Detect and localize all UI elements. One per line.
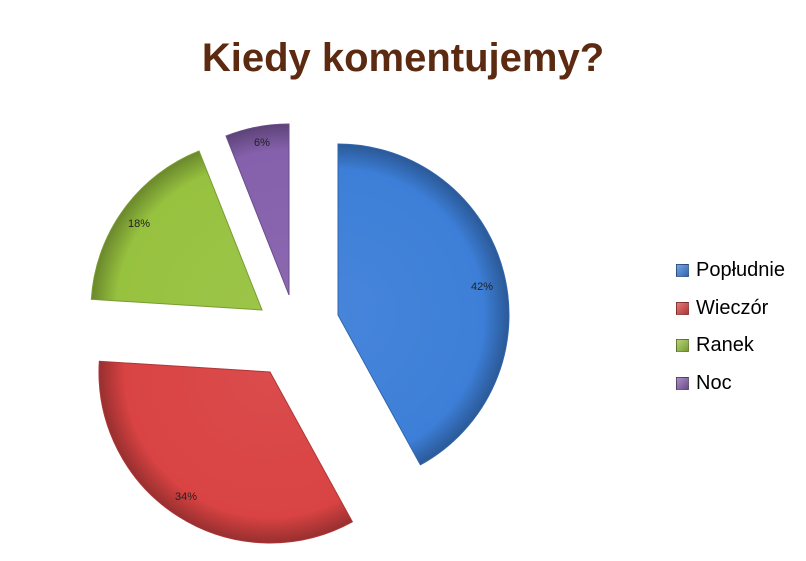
legend-item: Popłudnie bbox=[676, 252, 785, 290]
pie-slice-popłudnie bbox=[337, 143, 510, 466]
legend-item: Noc bbox=[676, 365, 785, 403]
data-label: 18% bbox=[128, 218, 150, 230]
data-label: 42% bbox=[471, 281, 493, 293]
legend-item: Wieczór bbox=[676, 290, 785, 328]
legend-label: Wieczór bbox=[696, 296, 769, 319]
legend-swatch bbox=[676, 339, 689, 353]
pie-slice-wieczór bbox=[98, 360, 354, 544]
pie-slice-noc bbox=[225, 123, 290, 296]
legend-label: Noc bbox=[696, 371, 732, 394]
legend-swatch bbox=[676, 376, 689, 390]
data-label: 6% bbox=[254, 137, 270, 149]
data-label: 34% bbox=[175, 491, 197, 503]
legend: Popłudnie Wieczór Ranek Noc bbox=[676, 252, 785, 402]
legend-label: Ranek bbox=[696, 334, 754, 357]
chart-title: Kiedy komentujemy? bbox=[201, 36, 605, 80]
legend-label: Popłudnie bbox=[696, 259, 785, 282]
pie-slice-ranek bbox=[90, 150, 263, 311]
legend-swatch bbox=[676, 301, 689, 315]
legend-swatch bbox=[676, 264, 689, 278]
legend-item: Ranek bbox=[676, 327, 785, 365]
